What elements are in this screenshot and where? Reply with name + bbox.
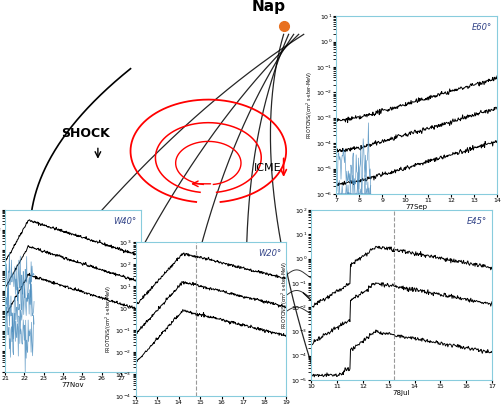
Y-axis label: PROTONS/(cm$^2$ s-ster-MeV): PROTONS/(cm$^2$ s-ster-MeV) bbox=[103, 285, 114, 353]
Text: SHOCK: SHOCK bbox=[61, 127, 110, 140]
Y-axis label: PROTONS/(cm$^2$ s-ster-MeV): PROTONS/(cm$^2$ s-ster-MeV) bbox=[304, 71, 314, 139]
Text: W20°: W20° bbox=[258, 248, 281, 257]
X-axis label: 78Jul: 78Jul bbox=[392, 390, 409, 396]
Text: E45°: E45° bbox=[465, 217, 485, 226]
Text: Nap: Nap bbox=[251, 0, 285, 14]
Text: W40°: W40° bbox=[113, 217, 136, 225]
X-axis label: 77Sep: 77Sep bbox=[405, 204, 427, 210]
Text: ICME: ICME bbox=[253, 163, 281, 173]
Text: E60°: E60° bbox=[471, 23, 491, 32]
X-axis label: 77Nov: 77Nov bbox=[61, 382, 84, 388]
Y-axis label: PROTONS/(cm$^2$ s-ster-MeV): PROTONS/(cm$^2$ s-ster-MeV) bbox=[279, 261, 289, 329]
